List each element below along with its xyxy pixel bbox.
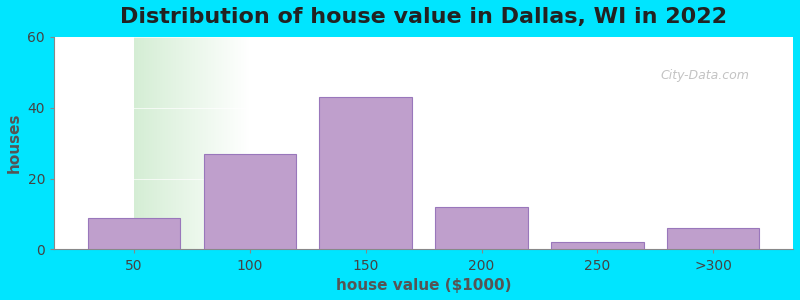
Bar (435, 207, 528, 250)
Text: City-Data.com: City-Data.com (660, 69, 749, 82)
Bar (203, 154, 296, 250)
X-axis label: house value ($1000): house value ($1000) (336, 278, 511, 293)
Bar (667, 228, 759, 250)
Bar (88, 218, 180, 250)
Y-axis label: houses: houses (7, 113, 22, 173)
Bar (319, 97, 412, 250)
Bar (551, 242, 644, 250)
Title: Distribution of house value in Dallas, WI in 2022: Distribution of house value in Dallas, W… (120, 7, 727, 27)
